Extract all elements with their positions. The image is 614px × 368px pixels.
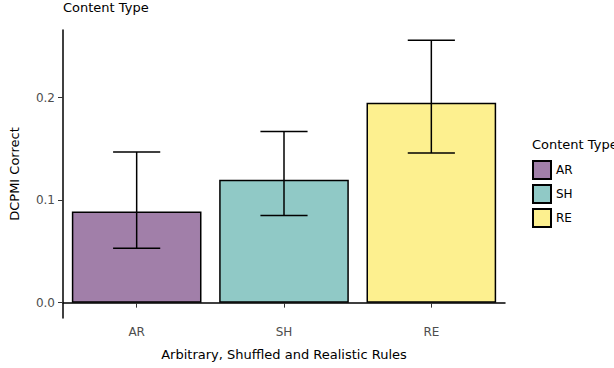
svg-text:AR: AR xyxy=(556,163,573,177)
svg-text:Arbitrary, Shuffled and Realis: Arbitrary, Shuffled and Realistic Rules xyxy=(161,347,407,362)
svg-text:0.2: 0.2 xyxy=(36,91,55,105)
svg-text:SH: SH xyxy=(556,187,573,201)
svg-text:0.0: 0.0 xyxy=(36,296,55,310)
svg-text:DCPMI Correct: DCPMI Correct xyxy=(7,127,22,221)
svg-text:0.1: 0.1 xyxy=(36,193,55,207)
svg-text:Content Type: Content Type xyxy=(63,0,149,15)
svg-text:Content Type: Content Type xyxy=(532,137,614,152)
svg-text:AR: AR xyxy=(128,325,145,339)
svg-text:RE: RE xyxy=(556,211,572,225)
svg-text:SH: SH xyxy=(276,325,293,339)
svg-text:RE: RE xyxy=(423,325,439,339)
